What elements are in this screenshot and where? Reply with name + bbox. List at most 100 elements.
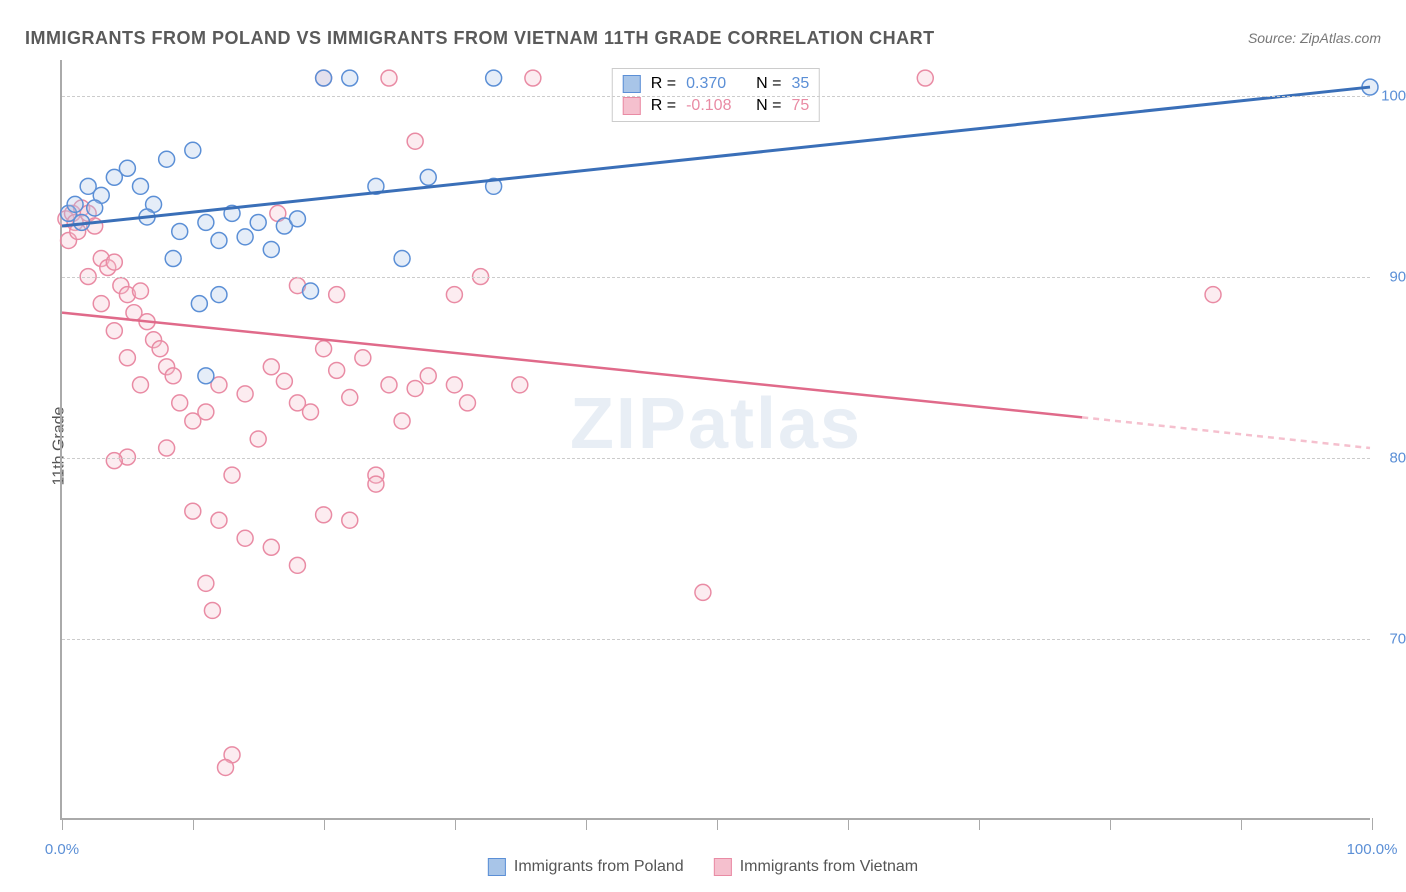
scatter-point [342, 390, 358, 406]
scatter-point [93, 296, 109, 312]
swatch-poland-icon [623, 75, 641, 93]
x-tick [586, 818, 587, 830]
scatter-point [420, 169, 436, 185]
scatter-point [512, 377, 528, 393]
scatter-point [263, 359, 279, 375]
swatch-vietnam-icon [714, 858, 732, 876]
scatter-point [263, 539, 279, 555]
scatter-point [525, 70, 541, 86]
x-tick [455, 818, 456, 830]
n-label-vietnam: N = [756, 97, 781, 115]
scatter-point [420, 368, 436, 384]
trend-line [1082, 417, 1370, 448]
scatter-point [250, 431, 266, 447]
legend-item-poland: Immigrants from Poland [488, 858, 684, 876]
x-tick [324, 818, 325, 830]
r-value-vietnam: -0.108 [686, 97, 746, 115]
scatter-point [394, 251, 410, 267]
chart-title: IMMIGRANTS FROM POLAND VS IMMIGRANTS FRO… [25, 28, 935, 49]
scatter-point [211, 232, 227, 248]
legend-item-vietnam: Immigrants from Vietnam [714, 858, 918, 876]
grid-line [62, 96, 1370, 97]
x-tick [1372, 818, 1373, 830]
scatter-point [106, 323, 122, 339]
n-value-vietnam: 75 [791, 97, 809, 115]
legend-stats: R = 0.370 N = 35 R = -0.108 N = 75 [612, 68, 820, 122]
scatter-point [237, 530, 253, 546]
scatter-point [263, 242, 279, 258]
scatter-point [159, 151, 175, 167]
scatter-point [695, 584, 711, 600]
trend-line [62, 313, 1082, 418]
grid-line [62, 458, 1370, 459]
scatter-point [165, 251, 181, 267]
scatter-point [152, 341, 168, 357]
scatter-point [237, 229, 253, 245]
chart-container: IMMIGRANTS FROM POLAND VS IMMIGRANTS FRO… [0, 0, 1406, 892]
scatter-point [204, 602, 220, 618]
x-tick [717, 818, 718, 830]
scatter-point [119, 350, 135, 366]
scatter-point [355, 350, 371, 366]
scatter-point [172, 223, 188, 239]
y-tick-label: 100.0% [1381, 88, 1406, 105]
scatter-point [446, 287, 462, 303]
scatter-point [237, 386, 253, 402]
legend-stats-row-vietnam: R = -0.108 N = 75 [623, 95, 809, 117]
scatter-point [303, 283, 319, 299]
scatter-point [198, 404, 214, 420]
scatter-point [381, 377, 397, 393]
scatter-point [329, 362, 345, 378]
swatch-vietnam-icon [623, 97, 641, 115]
scatter-point [917, 70, 933, 86]
legend-stats-row-poland: R = 0.370 N = 35 [623, 73, 809, 95]
scatter-point [198, 368, 214, 384]
x-tick [1110, 818, 1111, 830]
x-tick [979, 818, 980, 830]
scatter-point [132, 377, 148, 393]
scatter-point [67, 196, 83, 212]
legend-label-vietnam: Immigrants from Vietnam [740, 858, 918, 876]
x-tick [193, 818, 194, 830]
scatter-point [87, 200, 103, 216]
scatter-point [276, 373, 292, 389]
scatter-point [224, 467, 240, 483]
scatter-point [316, 507, 332, 523]
scatter-point [185, 503, 201, 519]
r-label-vietnam: R = [651, 97, 676, 115]
n-value-poland: 35 [791, 75, 809, 93]
scatter-point [446, 377, 462, 393]
scatter-point [289, 211, 305, 227]
scatter-point [159, 440, 175, 456]
scatter-point [211, 287, 227, 303]
x-tick [848, 818, 849, 830]
plot-area: ZIPatlas R = 0.370 N = 35 R = -0.108 N =… [60, 60, 1370, 820]
x-tick [62, 818, 63, 830]
x-tick-label: 100.0% [1347, 841, 1398, 858]
scatter-point [106, 254, 122, 270]
scatter-point [394, 413, 410, 429]
scatter-point [407, 380, 423, 396]
grid-line [62, 639, 1370, 640]
scatter-point [198, 214, 214, 230]
scatter-point [486, 70, 502, 86]
scatter-point [211, 512, 227, 528]
scatter-point [407, 133, 423, 149]
scatter-point [316, 341, 332, 357]
scatter-point [368, 476, 384, 492]
legend-bottom: Immigrants from Poland Immigrants from V… [488, 858, 918, 876]
legend-label-poland: Immigrants from Poland [514, 858, 684, 876]
scatter-point [132, 283, 148, 299]
x-tick [1241, 818, 1242, 830]
chart-svg [62, 60, 1370, 818]
scatter-point [165, 368, 181, 384]
n-label-poland: N = [756, 75, 781, 93]
r-label-poland: R = [651, 75, 676, 93]
scatter-point [342, 512, 358, 528]
scatter-point [198, 575, 214, 591]
scatter-point [191, 296, 207, 312]
source-attribution: Source: ZipAtlas.com [1248, 30, 1381, 46]
scatter-point [381, 70, 397, 86]
y-tick-label: 80.0% [1389, 450, 1406, 467]
scatter-point [289, 557, 305, 573]
